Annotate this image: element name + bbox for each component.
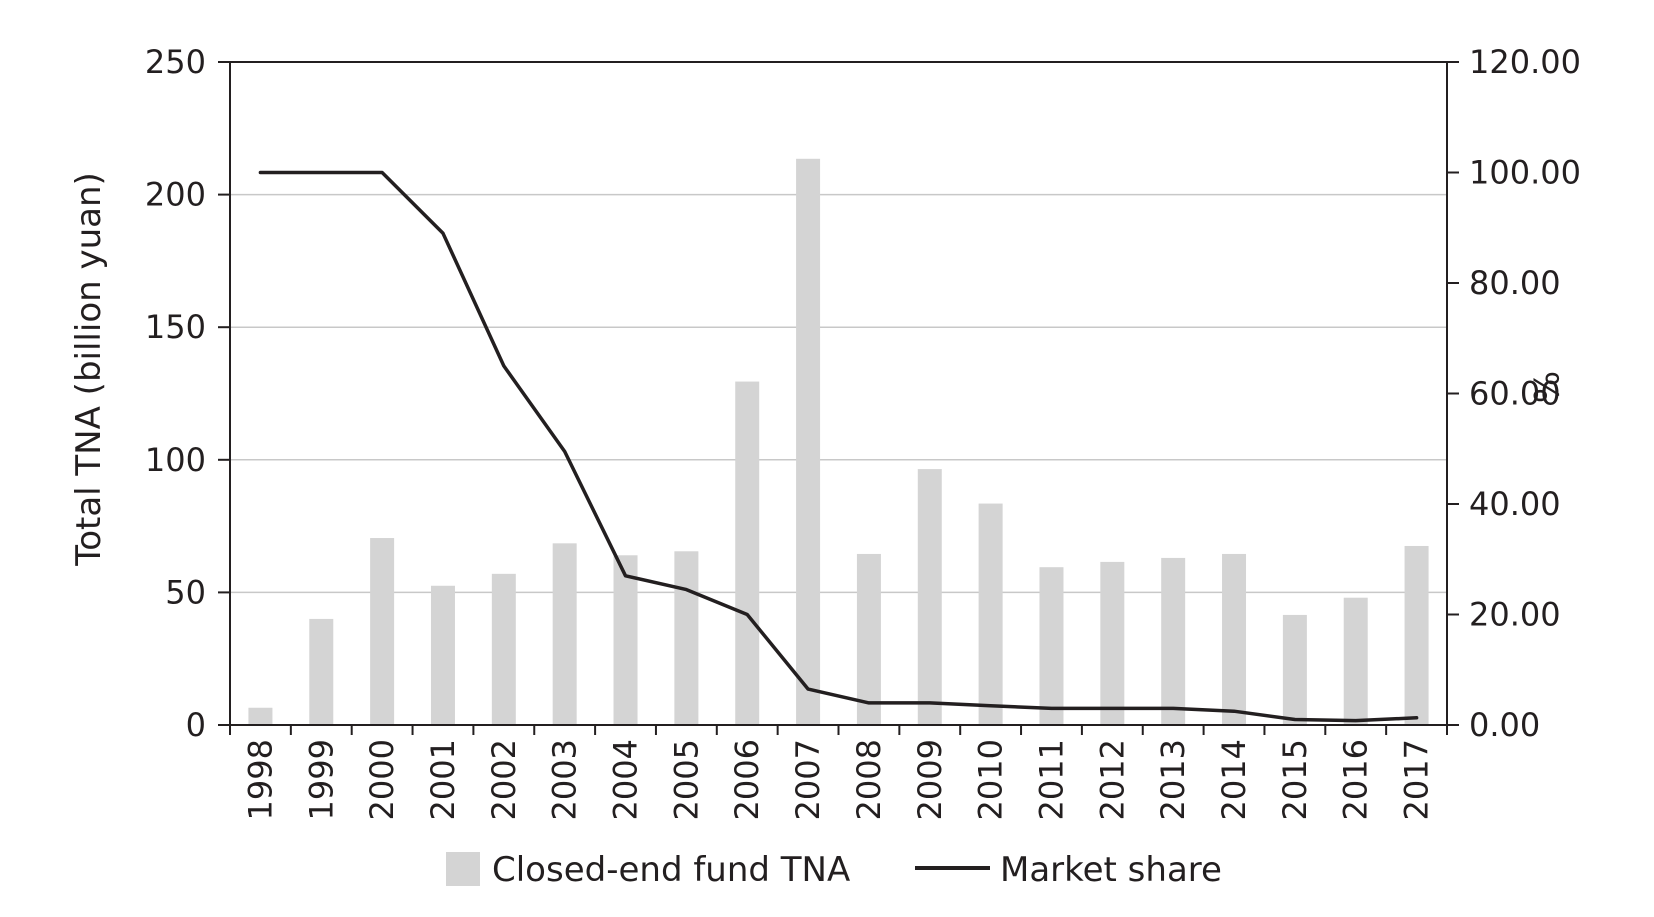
bar-2001 — [431, 586, 455, 725]
bar-2016 — [1344, 598, 1368, 725]
bar-2000 — [370, 538, 394, 725]
x-tick-label-2005: 2005 — [667, 739, 705, 820]
bar-2010 — [979, 504, 1003, 725]
bar-2017 — [1405, 546, 1429, 725]
x-tick-label-2008: 2008 — [850, 739, 888, 820]
bar-2002 — [492, 574, 516, 725]
bar-2006 — [735, 382, 759, 725]
bar-1998 — [248, 708, 272, 725]
bar-2003 — [553, 543, 577, 725]
left-tick-label-4: 200 — [145, 176, 206, 214]
right-axis-title: % — [1525, 371, 1565, 403]
bar-2011 — [1039, 567, 1063, 725]
right-tick-label-1: 20.00 — [1469, 596, 1561, 634]
right-tick-label-2: 40.00 — [1469, 485, 1561, 523]
legend-swatch-bar — [446, 852, 480, 886]
bar-2004 — [614, 555, 638, 725]
bar-1999 — [309, 619, 333, 725]
x-tick-label-1998: 1998 — [241, 739, 279, 820]
x-tick-label-1999: 1999 — [302, 739, 340, 820]
x-tick-label-2016: 2016 — [1337, 739, 1375, 820]
x-tick-label-2013: 2013 — [1154, 739, 1192, 820]
gridlines — [230, 195, 1447, 593]
right-tick-label-6: 120.00 — [1469, 43, 1581, 81]
legend-label-line: Market share — [1000, 850, 1222, 890]
right-tick-label-4: 80.00 — [1469, 264, 1561, 302]
bar-2012 — [1100, 562, 1124, 725]
left-tick-label-5: 250 — [145, 43, 206, 81]
bar-2013 — [1161, 558, 1185, 725]
x-tick-label-2002: 2002 — [485, 739, 523, 820]
x-tick-label-2000: 2000 — [363, 739, 401, 820]
x-tick-label-2009: 2009 — [911, 739, 949, 820]
left-axis-title: Total TNA (billion yuan) — [69, 172, 109, 567]
x-tick-label-2004: 2004 — [607, 739, 645, 820]
x-tick-label-2014: 2014 — [1215, 739, 1253, 820]
x-tick-label-2001: 2001 — [424, 739, 462, 820]
x-tick-label-2015: 2015 — [1276, 739, 1314, 820]
left-tick-label-2: 100 — [145, 441, 206, 479]
x-tick-label-2017: 2017 — [1398, 739, 1436, 820]
legend-label-bar: Closed-end fund TNA — [492, 850, 850, 890]
x-tick-label-2007: 2007 — [789, 739, 827, 820]
left-tick-label-3: 150 — [145, 308, 206, 346]
x-tick-label-2003: 2003 — [546, 739, 584, 820]
x-tick-label-2006: 2006 — [728, 739, 766, 820]
left-tick-label-1: 50 — [165, 573, 206, 611]
x-tick-label-2012: 2012 — [1093, 739, 1131, 820]
bar-2014 — [1222, 554, 1246, 725]
left-tick-label-0: 0 — [186, 706, 206, 744]
x-tick-label-2011: 2011 — [1032, 739, 1070, 820]
bar-2005 — [674, 551, 698, 725]
right-tick-label-5: 100.00 — [1469, 154, 1581, 192]
legend: Closed-end fund TNA Market share — [446, 850, 1222, 890]
right-tick-label-0: 0.00 — [1469, 706, 1540, 744]
x-tick-label-2010: 2010 — [972, 739, 1010, 820]
bar-series — [248, 159, 1428, 725]
bar-2009 — [918, 469, 942, 725]
bar-2015 — [1283, 615, 1307, 725]
bar-2007 — [796, 159, 820, 725]
